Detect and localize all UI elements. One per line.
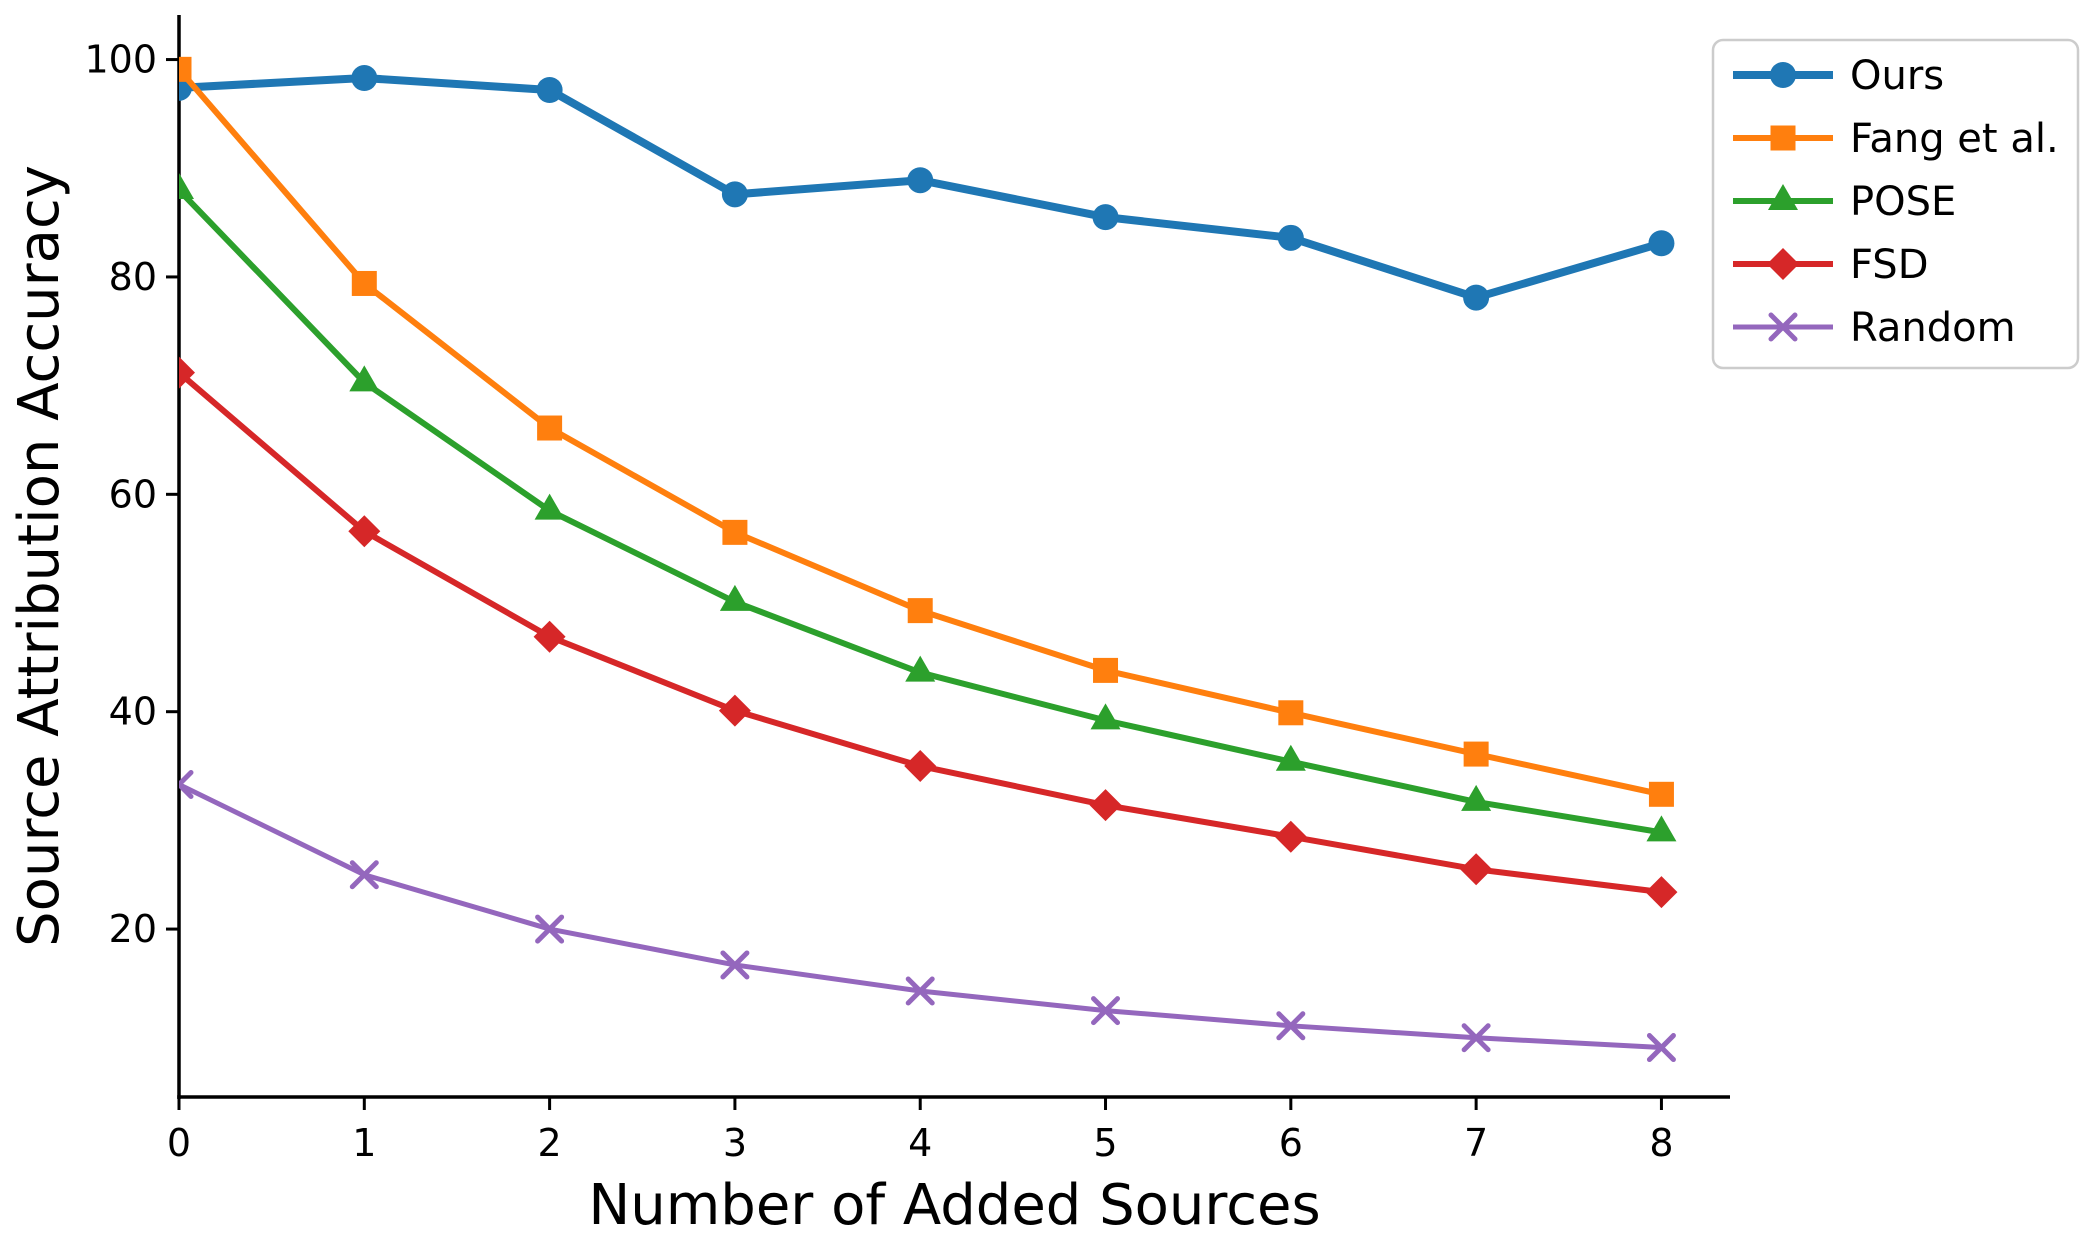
legend-marker-ours: [1770, 62, 1796, 88]
ours-marker-x2: [536, 76, 563, 103]
ours-marker-x6: [1277, 224, 1304, 251]
y-axis-label: Source Attribution Accuracy: [7, 165, 72, 947]
pose-marker-x7: [1461, 784, 1492, 811]
pose-marker-x2: [534, 493, 565, 520]
x-tick-label-5: 5: [1093, 1121, 1117, 1165]
legend-item-random: Random: [1733, 305, 2016, 351]
x-tick-label-1: 1: [352, 1121, 376, 1165]
legend: Ours Fang et al. POSE FSD Random: [1711, 38, 2080, 370]
pose-marker-x0: [179, 172, 194, 199]
fang-et-al-marker-x0: [179, 56, 192, 82]
fsd-marker-x4: [904, 750, 937, 783]
x-tick-label-4: 4: [908, 1121, 932, 1165]
fang-et-al-marker-x1: [351, 270, 377, 296]
pose-marker-x3: [719, 584, 750, 611]
fang-et-al-marker-x3: [722, 519, 748, 545]
x-axis-label: Number of Added Sources: [588, 1173, 1320, 1238]
series-random-line: [179, 782, 1664, 1051]
ours-marker-x4: [907, 167, 934, 194]
fsd-marker-x1: [348, 515, 381, 548]
ours-marker-x1: [351, 65, 378, 92]
random-marker-x1: [349, 860, 379, 890]
ours-marker-x7: [1463, 284, 1490, 311]
legend-label-random: Random: [1850, 305, 2016, 351]
y-tick-label-20: 20: [109, 907, 157, 951]
pose-marker-x1: [349, 365, 380, 392]
series-fsd: [179, 356, 1678, 909]
fsd-marker-x5: [1089, 789, 1122, 822]
fsd-marker-x0: [179, 356, 195, 389]
fang-et-al-marker-x7: [1463, 741, 1489, 767]
legend-item-fsd: FSD: [1733, 242, 1929, 288]
series-fang-et-al: [179, 56, 1674, 807]
random-marker-x6: [1276, 1011, 1306, 1041]
random-marker-x4: [905, 976, 935, 1006]
series-layer: [179, 56, 1678, 1063]
legend-label-fsd: FSD: [1850, 242, 1929, 288]
series-fsd-markers: [179, 356, 1678, 909]
y-tick-label-60: 60: [109, 472, 157, 516]
legend-item-pose: POSE: [1733, 179, 1956, 225]
fang-et-al-marker-x4: [907, 598, 933, 624]
y-tick-label-40: 40: [109, 690, 157, 734]
fsd-marker-x3: [718, 694, 751, 727]
random-marker-x2: [535, 914, 565, 944]
fsd-marker-x7: [1460, 853, 1493, 886]
ours-marker-x3: [721, 181, 748, 208]
x-tick-label-8: 8: [1649, 1121, 1673, 1165]
x-tick-label-3: 3: [723, 1121, 747, 1165]
y-tick-label-100: 100: [84, 38, 157, 82]
legend-label-pose: POSE: [1850, 179, 1956, 225]
random-marker-x8: [1646, 1033, 1676, 1063]
series-random-markers: [179, 770, 1676, 1063]
random-marker-x0: [179, 770, 194, 800]
pose-marker-x8: [1646, 815, 1677, 842]
series-pose-markers: [179, 172, 1677, 842]
ours-marker-x8: [1648, 230, 1675, 257]
x-tick-label-7: 7: [1464, 1121, 1488, 1165]
fsd-marker-x2: [533, 620, 566, 653]
pose-marker-x4: [905, 655, 936, 682]
legend-marker-random: [1768, 312, 1798, 342]
x-tick-label-6: 6: [1279, 1121, 1303, 1165]
series-random: [179, 770, 1676, 1063]
series-pose: [179, 172, 1677, 842]
legend-marker-pose: [1768, 184, 1798, 210]
series-ours: [179, 65, 1675, 311]
series-fsd-line: [179, 369, 1665, 896]
legend-label-ours: Ours: [1850, 53, 1944, 99]
x-tick-label-2: 2: [538, 1121, 562, 1165]
random-marker-x3: [720, 950, 750, 980]
y-tick-label-80: 80: [109, 255, 157, 299]
fsd-marker-x6: [1274, 820, 1307, 853]
random-marker-x7: [1461, 1023, 1491, 1053]
legend-box: [1711, 38, 2080, 370]
legend-marker-fang-et-al: [1770, 125, 1796, 151]
fsd-marker-x8: [1645, 876, 1678, 909]
legend-item-ours: Ours: [1733, 53, 1944, 99]
random-marker-x5: [1091, 996, 1121, 1026]
fang-et-al-marker-x2: [537, 415, 563, 441]
x-tick-label-0: 0: [167, 1121, 191, 1165]
pose-marker-x5: [1090, 703, 1121, 730]
series-fang-et-al-markers: [179, 56, 1674, 807]
ours-marker-x5: [1092, 204, 1119, 231]
fang-et-al-marker-x8: [1648, 781, 1674, 807]
fang-et-al-marker-x5: [1093, 657, 1119, 683]
legend-marker-fsd: [1767, 248, 1799, 280]
pose-marker-x6: [1275, 744, 1306, 771]
legend-label-fang-et-al: Fang et al.: [1850, 116, 2059, 162]
legend-item-fang-et-al: Fang et al.: [1733, 116, 2059, 162]
fang-et-al-marker-x6: [1278, 700, 1304, 726]
series-ours-markers: [179, 65, 1675, 311]
